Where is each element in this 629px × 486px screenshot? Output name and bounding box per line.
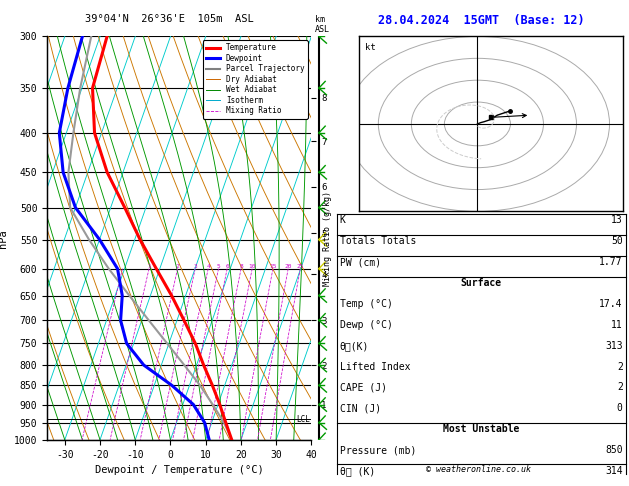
Text: Surface: Surface: [460, 278, 502, 288]
Text: CAPE (J): CAPE (J): [340, 382, 387, 393]
Text: Pressure (mb): Pressure (mb): [340, 445, 416, 455]
Text: θᴄ(K): θᴄ(K): [340, 341, 369, 351]
Text: © weatheronline.co.uk: © weatheronline.co.uk: [426, 465, 530, 474]
Text: Lifted Index: Lifted Index: [340, 362, 410, 372]
Text: Mixing Ratio (g/kg): Mixing Ratio (g/kg): [323, 191, 331, 286]
Text: 28.04.2024  15GMT  (Base: 12): 28.04.2024 15GMT (Base: 12): [378, 14, 584, 27]
Text: 2: 2: [617, 362, 623, 372]
Text: 2: 2: [617, 382, 623, 393]
Text: kt: kt: [365, 43, 376, 52]
X-axis label: Dewpoint / Temperature (°C): Dewpoint / Temperature (°C): [95, 465, 264, 475]
Text: 3: 3: [193, 264, 197, 269]
Text: Most Unstable: Most Unstable: [443, 424, 520, 434]
Text: K: K: [340, 215, 345, 226]
Legend: Temperature, Dewpoint, Parcel Trajectory, Dry Adiabat, Wet Adiabat, Isotherm, Mi: Temperature, Dewpoint, Parcel Trajectory…: [203, 40, 308, 119]
Text: 2: 2: [175, 264, 179, 269]
Text: 313: 313: [605, 341, 623, 351]
Text: 39°04'N  26°36'E  105m  ASL: 39°04'N 26°36'E 105m ASL: [86, 14, 254, 24]
Text: 50: 50: [611, 236, 623, 246]
Text: 1.77: 1.77: [599, 257, 623, 267]
Text: θᴄ (K): θᴄ (K): [340, 466, 375, 476]
Text: CIN (J): CIN (J): [340, 403, 381, 414]
Text: 314: 314: [605, 466, 623, 476]
Text: LCL: LCL: [296, 415, 310, 424]
Text: 17.4: 17.4: [599, 299, 623, 309]
Text: 4: 4: [206, 264, 210, 269]
Text: km
ASL: km ASL: [314, 15, 330, 34]
Text: 10: 10: [248, 264, 256, 269]
Text: Totals Totals: Totals Totals: [340, 236, 416, 246]
Text: 20: 20: [284, 264, 292, 269]
Text: 11: 11: [611, 320, 623, 330]
Text: 6: 6: [225, 264, 229, 269]
Text: 25: 25: [296, 264, 304, 269]
Text: 8: 8: [239, 264, 243, 269]
Y-axis label: hPa: hPa: [0, 229, 8, 247]
Text: PW (cm): PW (cm): [340, 257, 381, 267]
Text: Dewp (°C): Dewp (°C): [340, 320, 392, 330]
Text: Temp (°C): Temp (°C): [340, 299, 392, 309]
Text: 0: 0: [617, 403, 623, 414]
Text: 850: 850: [605, 445, 623, 455]
Text: 13: 13: [611, 215, 623, 226]
Text: 5: 5: [216, 264, 220, 269]
Text: 15: 15: [269, 264, 277, 269]
Text: 1: 1: [147, 264, 151, 269]
